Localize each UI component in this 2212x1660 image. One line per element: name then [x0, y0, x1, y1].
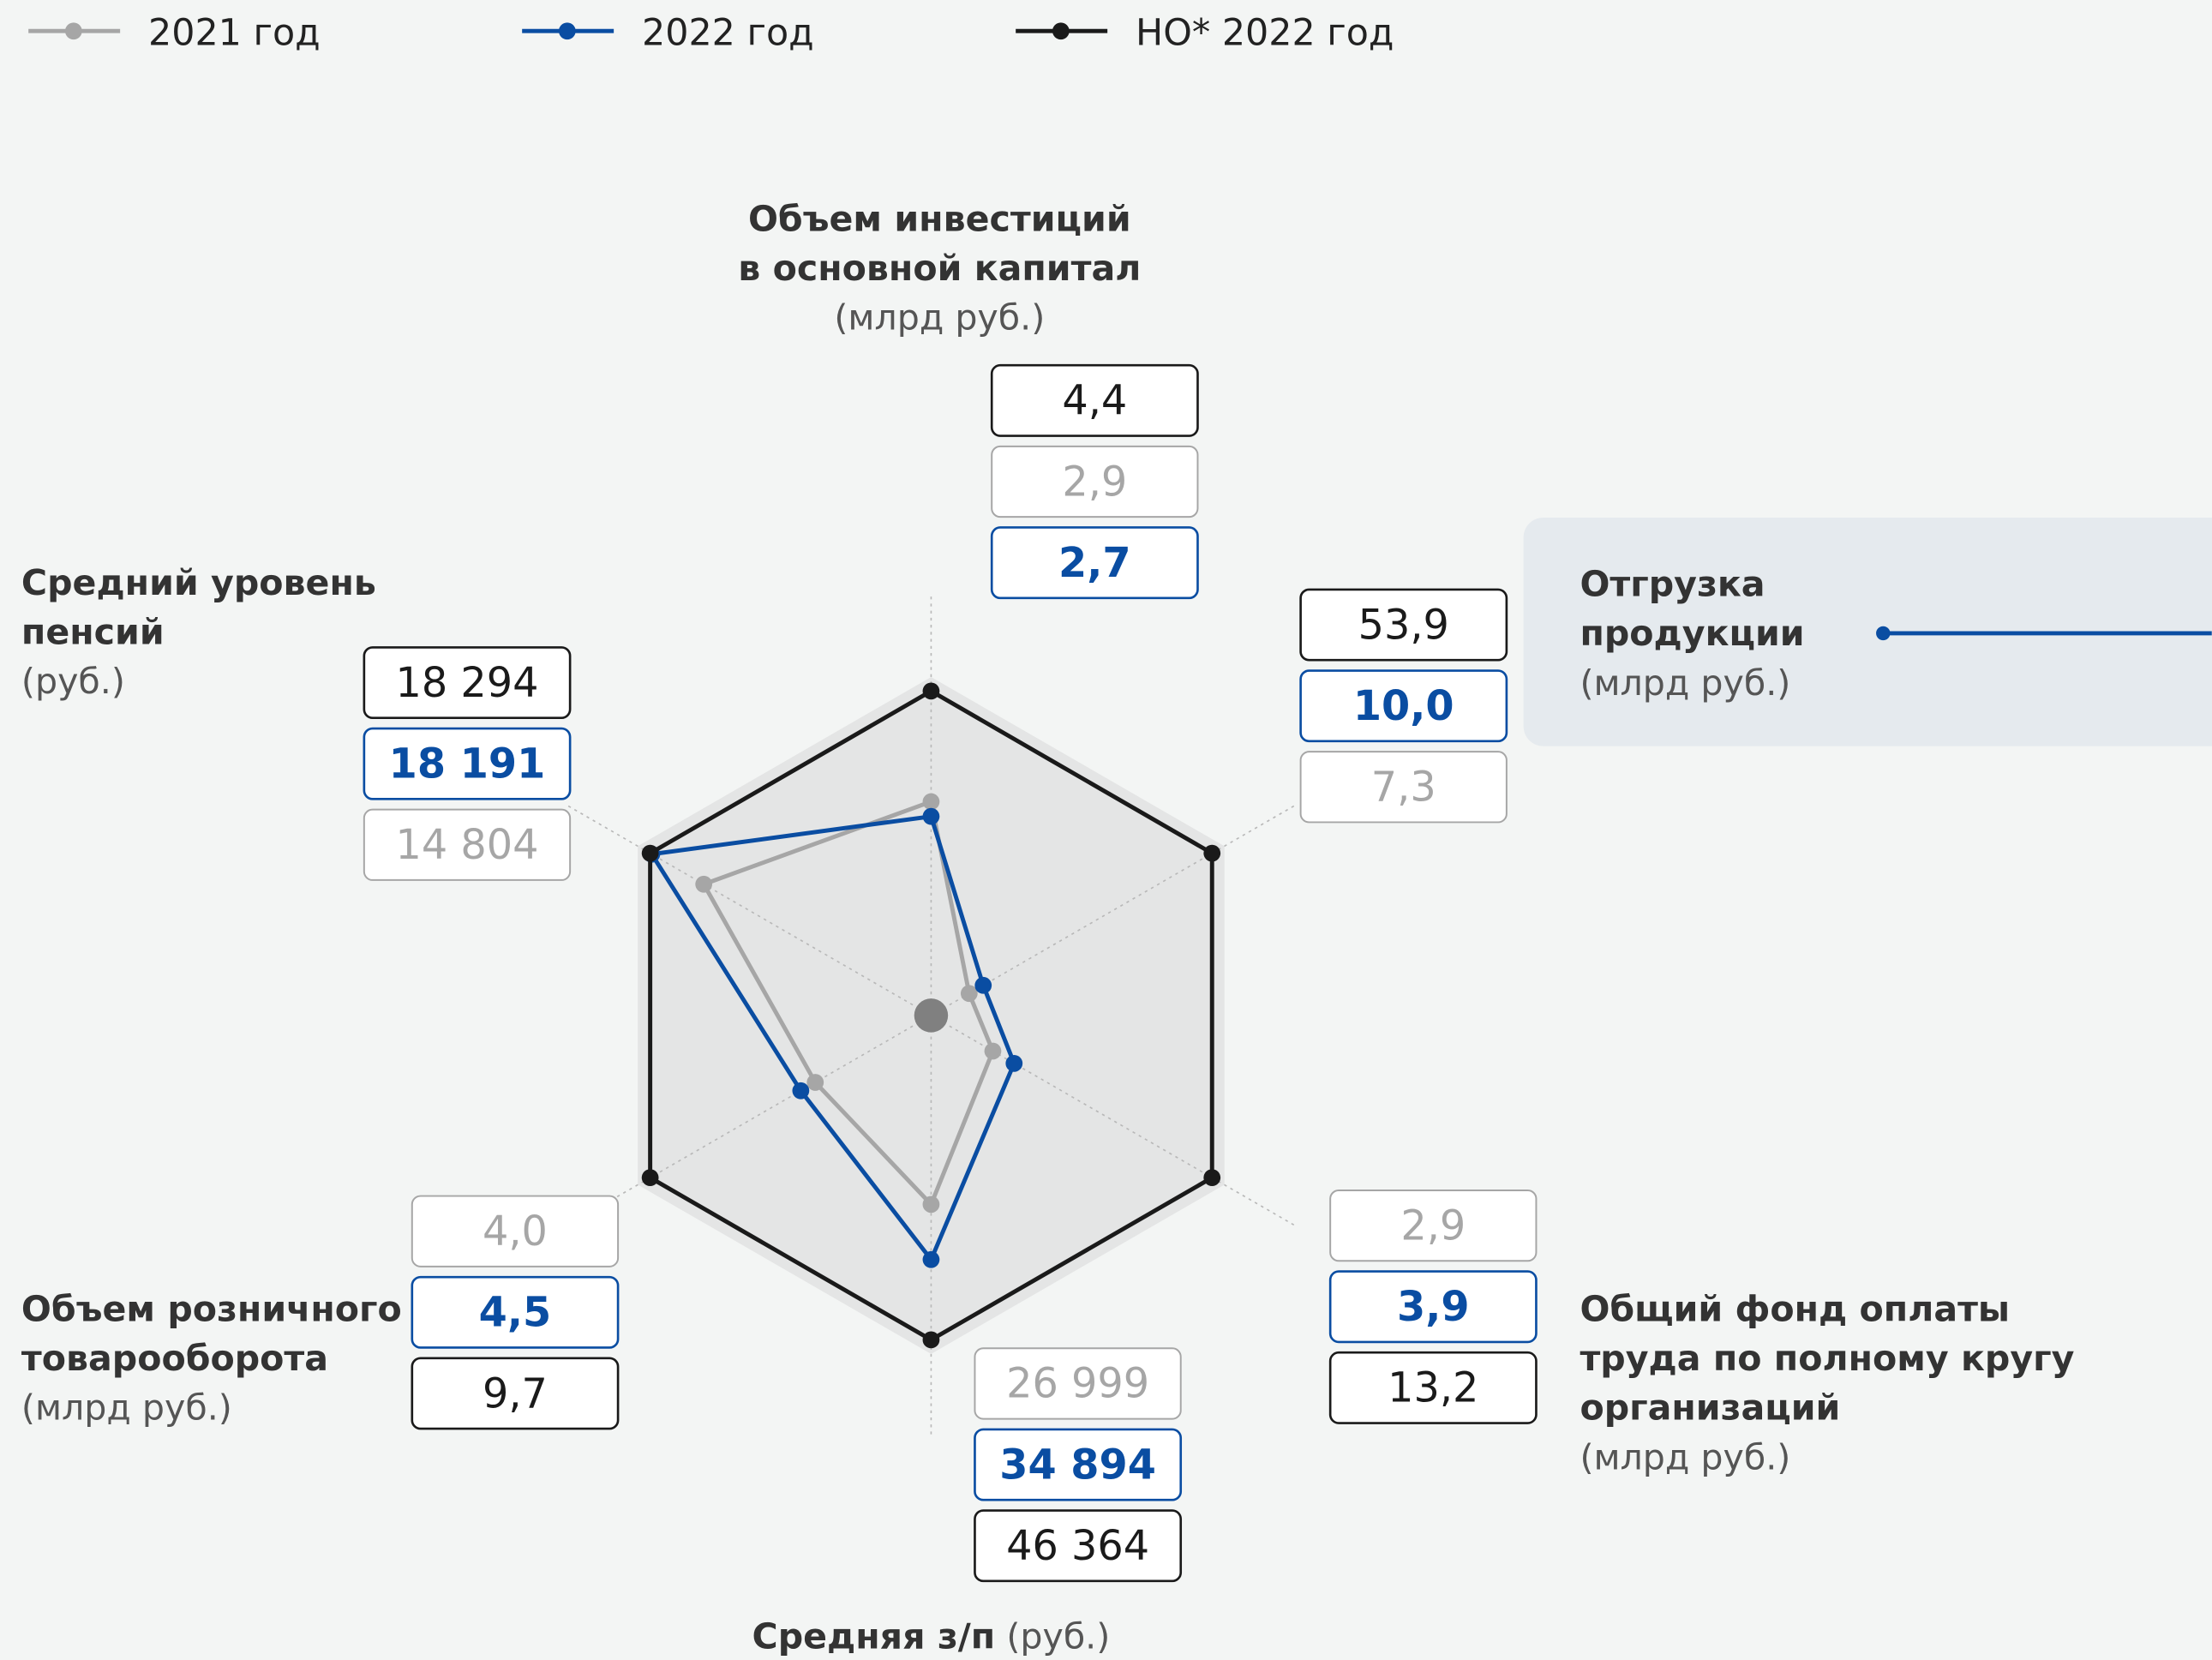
data-point — [960, 985, 978, 1003]
value-box — [1299, 751, 1508, 824]
data-point — [922, 1250, 940, 1268]
highlight-panel — [1523, 517, 2212, 746]
data-point — [641, 1169, 659, 1187]
value-label: 4,4 — [1062, 378, 1127, 425]
legend-dot — [558, 22, 576, 40]
center-dot — [914, 998, 949, 1033]
category-label: Общий фонд оплаты — [1580, 1289, 2010, 1330]
data-point — [922, 807, 940, 825]
value-box — [990, 363, 1199, 437]
category-label: продукции — [1580, 613, 1804, 654]
value-box — [363, 727, 572, 800]
data-point — [974, 976, 992, 994]
category-label: пенсий — [21, 612, 165, 653]
value-box — [411, 1195, 620, 1267]
value-label: 2,9 — [1062, 458, 1127, 506]
category-label: в основной капитал — [738, 248, 1141, 289]
value-label: 18 294 — [396, 660, 539, 707]
data-point — [984, 1042, 1002, 1060]
data-point — [922, 1196, 940, 1214]
value-label: 9,7 — [483, 1370, 548, 1417]
legend-label: 2022 год — [642, 12, 814, 55]
category-label: организаций — [1580, 1387, 1840, 1429]
value-label: 13,2 — [1388, 1365, 1478, 1412]
data-point — [641, 844, 659, 862]
value-label: 14 804 — [396, 822, 539, 869]
category-label: товарооборота — [21, 1338, 328, 1379]
data-point — [922, 1331, 940, 1349]
value-label: 34 894 — [999, 1441, 1156, 1489]
data-point — [792, 1082, 810, 1100]
value-box — [990, 526, 1199, 600]
value-label: 4,0 — [483, 1208, 548, 1255]
value-label: 2,7 — [1058, 540, 1131, 587]
value-box — [974, 1428, 1183, 1501]
category-label: Средняя з/п (руб.) — [752, 1615, 1111, 1657]
value-box — [411, 1275, 620, 1349]
category-units: (млрд руб.) — [1580, 1436, 1790, 1477]
value-box — [974, 1509, 1183, 1583]
value-box — [974, 1347, 1182, 1420]
category-units: (млрд руб.) — [834, 297, 1045, 339]
value-label: 26 999 — [1006, 1361, 1149, 1408]
legend-dot — [64, 22, 82, 40]
value-box — [411, 1357, 620, 1430]
value-label: 3,9 — [1397, 1284, 1470, 1331]
value-label: 2,9 — [1400, 1202, 1466, 1249]
value-box — [1329, 1189, 1538, 1262]
value-label: 46 364 — [1006, 1523, 1149, 1570]
category-label: Объем инвестиций — [748, 198, 1131, 239]
data-point — [922, 682, 940, 700]
value-label: 10,0 — [1353, 683, 1454, 730]
legend-label: 2021 год — [148, 12, 321, 55]
data-point — [695, 875, 713, 893]
value-box — [363, 646, 572, 719]
legend-label: НО* 2022 год — [1136, 12, 1394, 55]
data-point — [806, 1074, 824, 1091]
category-label: Объем розничного — [21, 1289, 402, 1330]
highlight-dot — [1876, 626, 1891, 641]
value-box — [1328, 1270, 1538, 1344]
data-point — [1005, 1054, 1023, 1072]
category-units: (руб.) — [21, 661, 125, 702]
axis-line — [931, 803, 1298, 1016]
category-label: Отгрузка — [1580, 564, 1765, 605]
value-label: 7,3 — [1371, 764, 1436, 812]
data-point — [1203, 1169, 1221, 1187]
value-box — [991, 445, 1199, 518]
data-point — [922, 793, 940, 811]
category-units: (млрд руб.) — [1580, 662, 1790, 704]
category-units: (млрд руб.) — [21, 1387, 232, 1429]
value-box — [1299, 588, 1508, 662]
category-units: (руб.) — [1006, 1615, 1110, 1657]
category-label: Средняя з/п — [752, 1615, 996, 1657]
value-label: 53,9 — [1358, 602, 1449, 649]
axis-line — [564, 803, 932, 1016]
category-label: труда по полному кругу — [1580, 1338, 2074, 1379]
value-box — [1299, 669, 1508, 743]
value-label: 18 191 — [389, 740, 546, 788]
data-point — [1203, 844, 1221, 862]
value-box — [363, 808, 572, 881]
category-label: Средний уровень — [21, 562, 376, 603]
value-label: 4,5 — [479, 1290, 552, 1337]
legend-dot — [1052, 22, 1070, 40]
value-box — [1328, 1351, 1538, 1424]
